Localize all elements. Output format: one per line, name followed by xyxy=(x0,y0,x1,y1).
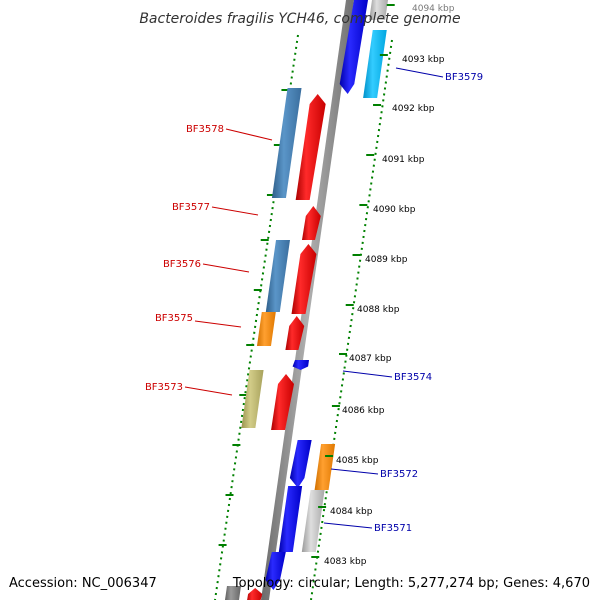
cds-forward-bf3573 xyxy=(271,374,295,430)
cog-top xyxy=(369,0,388,20)
gene-label-bf3571[interactable]: BF3571 xyxy=(374,523,412,534)
label-leader-line xyxy=(395,67,444,78)
cds-reverse-bf3579 xyxy=(339,0,368,94)
kbp-label-4091: 4091 kbp xyxy=(382,155,425,165)
cog-bf3572 xyxy=(314,444,336,490)
gene-label-bf3573[interactable]: BF3573 xyxy=(145,382,183,393)
label-leader-line xyxy=(342,370,393,378)
kbp-label-4092: 4092 kbp xyxy=(392,104,435,114)
cog-bf3579 xyxy=(363,30,387,98)
cds-reverse-bf3574 xyxy=(292,360,309,370)
kbp-label-4090: 4090 kbp xyxy=(373,205,416,215)
gc-skew-track xyxy=(214,34,393,601)
kbp-label-4083: 4083 kbp xyxy=(324,557,367,567)
label-leader-line xyxy=(202,263,250,273)
label-leader-line xyxy=(330,468,379,475)
topology-text: Topology: circular; Length: 5,277,274 bp… xyxy=(232,576,590,591)
gene-label-bf3572[interactable]: BF3572 xyxy=(380,469,418,480)
cds-forward-bf3576 xyxy=(291,244,317,314)
map-title: Bacteroides fragilis YCH46, complete gen… xyxy=(139,11,460,27)
cog-bf3571 xyxy=(301,490,325,552)
cog-bf3576 xyxy=(265,240,290,312)
label-leaders xyxy=(184,67,444,529)
label-leader-line xyxy=(194,320,242,328)
cds-forward-bf3575 xyxy=(285,316,305,350)
cds-forward-bf3578 xyxy=(295,94,326,200)
cog-bf3573 xyxy=(241,370,264,428)
cds-reverse-bf3572 xyxy=(289,440,312,488)
cds-reverse-bf3571 xyxy=(278,486,303,552)
gene-label-bf3577[interactable]: BF3577 xyxy=(172,202,210,213)
kbp-label-4085: 4085 kbp xyxy=(336,456,379,466)
cog-bf3575 xyxy=(256,312,276,346)
kbp-ticks xyxy=(311,4,395,558)
label-leader-line xyxy=(225,128,273,141)
gc-skew-left xyxy=(214,34,299,601)
reverse-gene-labels: BF3579 BF3574 BF3572 BF3571 xyxy=(374,72,483,534)
gene-label-bf3575[interactable]: BF3575 xyxy=(155,313,193,324)
cog-bf3578 xyxy=(271,88,302,198)
label-leader-line xyxy=(323,522,373,529)
kbp-labels: 4094 kbp 4093 kbp 4092 kbp 4091 kbp 4090… xyxy=(324,4,455,567)
gene-label-bf3576[interactable]: BF3576 xyxy=(163,259,201,270)
gc-skew-right xyxy=(310,39,393,601)
accession-text: Accession: NC_006347 xyxy=(9,576,157,591)
gene-label-bf3574[interactable]: BF3574 xyxy=(394,372,432,383)
gene-label-bf3578[interactable]: BF3578 xyxy=(186,124,224,135)
kbp-label-4087: 4087 kbp xyxy=(349,354,392,364)
forward-gene-labels: BF3578 BF3577 BF3576 BF3575 BF3573 xyxy=(145,124,224,393)
cds-forward-bf3577 xyxy=(302,206,321,240)
kbp-label-4084: 4084 kbp xyxy=(330,507,373,517)
label-leader-line xyxy=(184,386,233,396)
kbp-label-4094: 4094 kbp xyxy=(412,4,455,14)
feature-track xyxy=(224,0,388,605)
label-leader-line xyxy=(211,206,259,216)
kbp-label-4089: 4089 kbp xyxy=(365,255,408,265)
kbp-label-4088: 4088 kbp xyxy=(357,305,400,315)
kbp-label-4086: 4086 kbp xyxy=(342,406,385,416)
cds-reverse-next xyxy=(265,552,286,590)
gene-label-bf3579[interactable]: BF3579 xyxy=(445,72,483,83)
kbp-label-4093: 4093 kbp xyxy=(402,55,445,65)
